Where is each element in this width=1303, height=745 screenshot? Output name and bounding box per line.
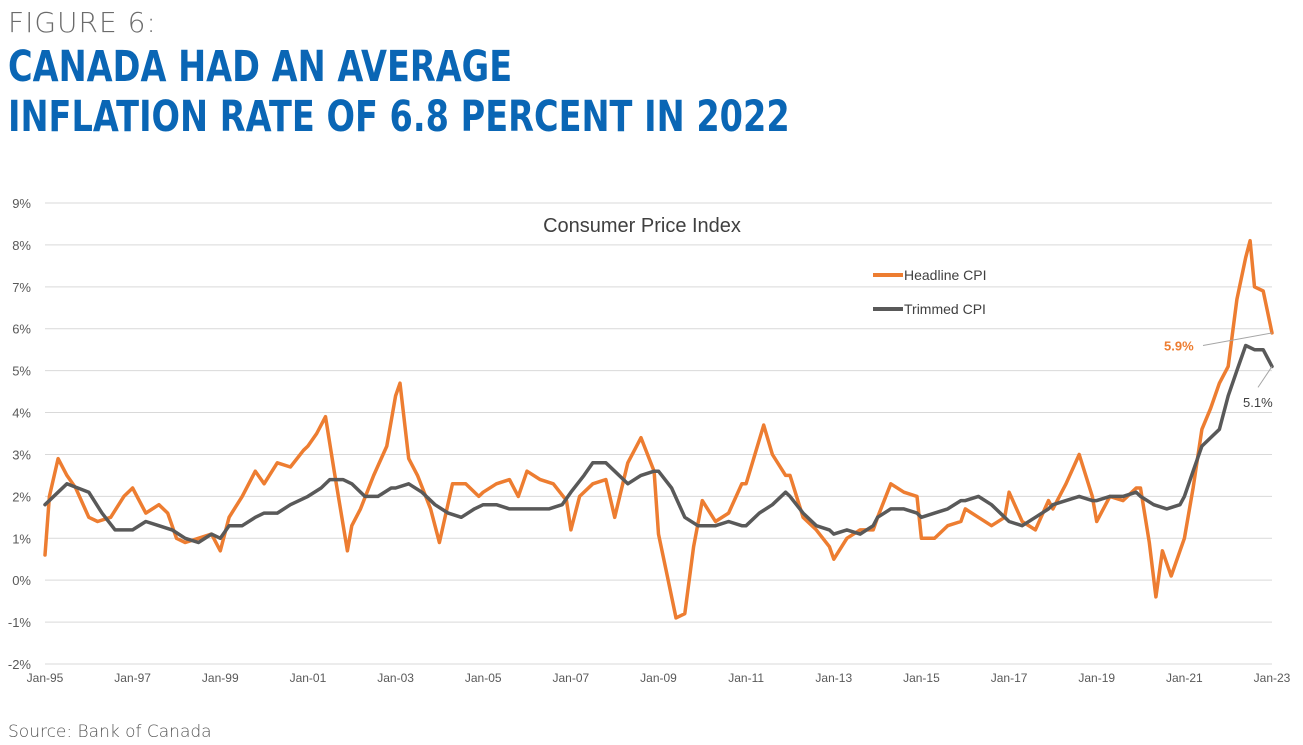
series-line-trimmed-cpi [43,343,1274,545]
source-note: Source: Bank of Canada [8,722,212,742]
x-tick-label-7: Jan-09 [640,671,677,685]
annotation-leader-1 [1257,366,1273,388]
grid-layer [45,202,1272,665]
headline: CANADA HAD AN AVERAGE INFLATION RATE OF … [8,42,790,142]
legend: Headline CPI Trimmed CPI [873,267,987,317]
x-tick-label-1: Jan-97 [114,671,151,685]
y-tick-label-5: 3% [12,447,31,462]
x-tick-label-10: Jan-15 [903,671,940,685]
y-tick-label-7: 5% [12,364,31,379]
x-tick-label-5: Jan-05 [465,671,502,685]
x-tick-label-12: Jan-19 [1078,671,1115,685]
x-tick-label-8: Jan-11 [728,671,764,685]
annotation-label-0: 5.9% [1164,338,1194,353]
figure-label: FIGURE 6: [8,6,157,39]
x-tick-label-11: Jan-17 [991,671,1028,685]
y-tick-label-6: 4% [12,406,31,421]
x-tick-label-3: Jan-01 [290,671,327,685]
y-tick-label-4: 2% [12,489,31,504]
y-tick-label-0: -2% [8,657,32,672]
x-tick-label-9: Jan-13 [815,671,852,685]
x-tick-label-4: Jan-03 [377,671,414,685]
annotation-leader-0 [1202,332,1273,346]
legend-label-0: Headline CPI [904,267,987,283]
y-tick-label-11: 9% [12,196,31,211]
cpi-line-chart: -2% -1% 0% 1% 2% 3% 4% 5% 6% 7% 8% 9% Jan-95 Jan-97 Ja… [8,196,1291,685]
y-tick-label-3: 1% [12,531,31,546]
y-tick-label-10: 8% [12,238,31,253]
y-tick-label-9: 7% [12,280,31,295]
chart-title: Consumer Price Index [543,215,741,237]
annotation-label-1: 5.1% [1243,395,1273,410]
legend-label-1: Trimmed CPI [904,301,986,317]
series-layer [43,238,1274,620]
x-tick-label-0: Jan-95 [27,671,64,685]
headline-line-2: INFLATION RATE OF 6.8 PERCENT IN 2022 [8,92,790,142]
y-tick-label-1: -1% [8,615,32,630]
annotations: 5.9% 5.1% [1164,332,1273,410]
headline-line-1: CANADA HAD AN AVERAGE [8,42,513,92]
axis-layer: -2% -1% 0% 1% 2% 3% 4% 5% 6% 7% 8% 9% Jan-95 Jan-97 Ja… [8,196,1291,685]
y-tick-label-8: 6% [12,322,31,337]
y-tick-label-2: 0% [12,573,31,588]
x-tick-label-6: Jan-07 [553,671,590,685]
series-line-headline-cpi [43,238,1274,620]
x-tick-label-14: Jan-23 [1254,671,1291,685]
x-tick-label-2: Jan-99 [202,671,239,685]
x-tick-label-13: Jan-21 [1166,671,1203,685]
